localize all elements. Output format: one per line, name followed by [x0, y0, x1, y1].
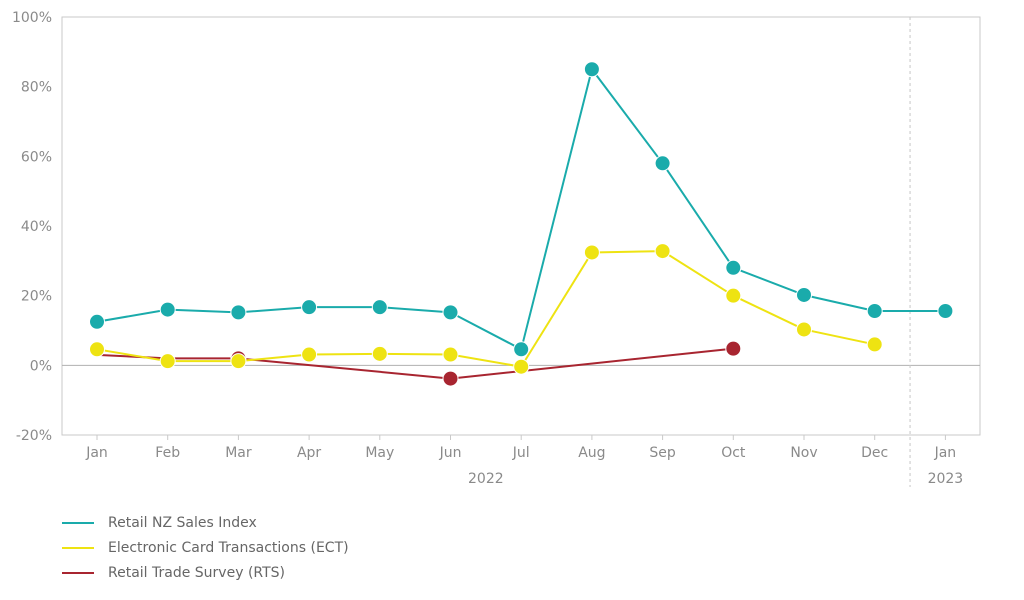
chart-canvas: 100% 80% 60% 40% 20% 0% -20% Jan Feb Mar Apr May Ju…	[12, 10, 981, 487]
data-point	[442, 346, 459, 363]
axes	[61, 16, 981, 487]
data-point	[301, 299, 318, 316]
data-point	[301, 346, 318, 363]
y-tick-label: 100%	[12, 10, 52, 26]
data-point	[654, 243, 671, 260]
y-tick-label: 80%	[21, 80, 52, 96]
data-point	[725, 340, 742, 357]
x-tick-label: Dec	[861, 445, 888, 461]
data-point	[725, 259, 742, 276]
data-point	[159, 353, 176, 370]
data-point	[89, 313, 105, 330]
legend-item: Retail NZ Sales Index	[62, 510, 349, 535]
year-label: 2023	[928, 471, 964, 487]
data-point	[796, 286, 812, 303]
data-point	[725, 287, 742, 304]
x-tick-label: Oct	[721, 445, 746, 461]
data-point	[442, 370, 459, 387]
x-tick-label: Jun	[439, 445, 462, 461]
x-tick-label: Nov	[790, 445, 817, 461]
x-tick-label: Mar	[225, 445, 252, 461]
legend-label: Retail Trade Survey (RTS)	[108, 564, 286, 581]
x-tick-label: Feb	[155, 445, 180, 461]
x-axis-ticks: Jan Feb Mar Apr May Jun Jul Aug Sep Oct Nov Dec Jan 2…	[85, 435, 963, 487]
series-line	[96, 68, 946, 351]
series-markers	[89, 61, 954, 387]
data-point	[654, 155, 671, 172]
x-tick-label: Sep	[649, 445, 676, 461]
year-label: 2022	[468, 471, 504, 487]
series-line	[96, 250, 875, 368]
data-point	[371, 299, 388, 316]
legend-swatch	[62, 571, 94, 574]
data-point	[230, 304, 247, 321]
y-tick-label: 60%	[21, 149, 52, 165]
x-tick-label: Jan	[934, 445, 957, 461]
data-point	[583, 61, 600, 78]
data-point	[442, 304, 459, 321]
x-tick-label: Aug	[578, 445, 605, 461]
y-tick-label: 20%	[21, 289, 52, 305]
data-point	[230, 353, 247, 370]
legend-swatch	[62, 546, 94, 549]
legend-item: Retail Trade Survey (RTS)	[62, 560, 349, 585]
series-lines	[96, 68, 946, 380]
data-point	[371, 345, 388, 362]
x-tick-label: Apr	[297, 445, 321, 461]
data-point	[513, 341, 530, 358]
data-point	[937, 302, 954, 319]
x-tick-label: Jul	[512, 445, 530, 461]
series-line	[96, 347, 734, 380]
data-point	[866, 302, 883, 319]
data-point	[583, 244, 600, 261]
data-point	[89, 341, 105, 358]
y-tick-label: -20%	[16, 428, 52, 444]
legend-label: Retail NZ Sales Index	[108, 514, 257, 531]
legend-swatch	[62, 521, 94, 524]
data-point	[866, 336, 883, 353]
x-tick-label: May	[365, 445, 394, 461]
data-point	[513, 358, 530, 375]
data-point	[159, 301, 176, 318]
legend-item: Electronic Card Transactions (ECT)	[62, 535, 349, 560]
data-point	[796, 321, 812, 338]
y-axis-ticks: 100% 80% 60% 40% 20% 0% -20%	[12, 10, 52, 444]
legend-label: Electronic Card Transactions (ECT)	[108, 539, 349, 556]
x-tick-label: Jan	[85, 445, 108, 461]
y-tick-label: 40%	[21, 219, 52, 235]
y-tick-label: 0%	[30, 358, 52, 374]
legend: Retail NZ Sales Index Electronic Card Tr…	[62, 510, 349, 585]
